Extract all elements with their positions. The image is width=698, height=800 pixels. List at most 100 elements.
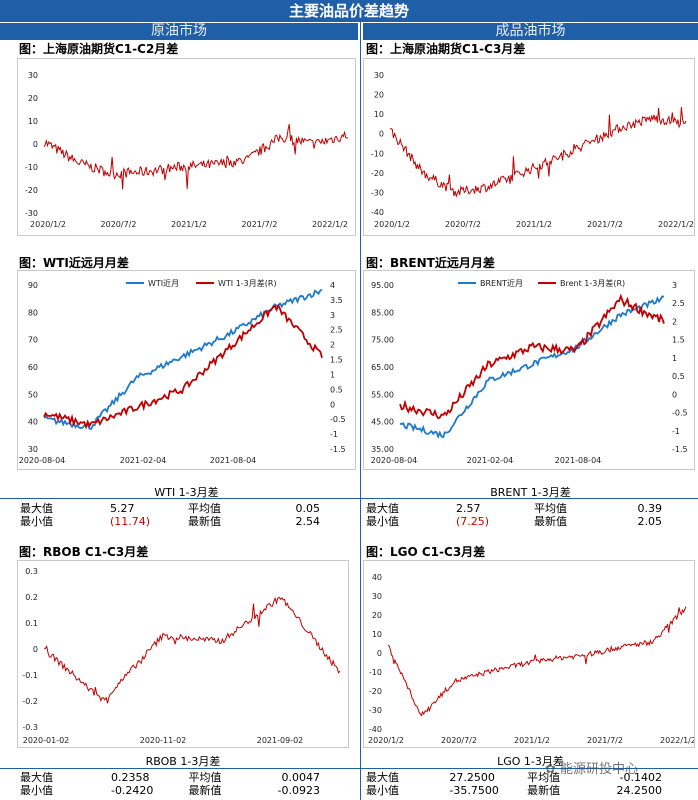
x-tick-label: 2020/7/2	[441, 736, 477, 745]
stats-title-brent: BRENT 1-3月差	[490, 486, 571, 499]
chart-title-brent: 图：BRENT近远月月差	[366, 256, 495, 270]
series-line	[387, 606, 687, 717]
stat-value: -35.7500	[449, 784, 499, 797]
y-tick-label: 20	[372, 611, 382, 620]
y-tick-label-left: 55.00	[371, 390, 394, 399]
x-tick-label: 2020-08-04	[371, 456, 418, 465]
x-tick-label: 2021/1/2	[514, 736, 550, 745]
y-tick-label: 0	[379, 130, 384, 139]
y-tick-label: -20	[25, 186, 38, 195]
y-tick-label: 0.2	[25, 593, 38, 602]
stats-row: 最大值 2.57 平均值 0.39	[366, 502, 662, 515]
y-tick-label-right: -1.5	[330, 445, 346, 454]
stat-value: 27.2500	[449, 771, 495, 784]
stat-label: 最小值	[20, 784, 53, 797]
y-tick-label-left: 75.00	[371, 336, 394, 345]
stats-table-wti: 最大值 5.27 平均值 0.05 最小值 (11.74) 最新值 2.54	[20, 502, 320, 528]
x-tick-label: 2020-08-04	[19, 456, 66, 465]
x-tick-label: 2021/7/2	[587, 220, 623, 229]
chart-panel-brent: 95.00 85.00 75.00 65.00 55.00 45.00 35.00 3 2.5 2…	[363, 270, 695, 470]
y-tick-label: -30	[369, 706, 382, 715]
y-tick-label-left: 85.00	[371, 308, 394, 317]
stat-label: 平均值	[188, 771, 222, 784]
x-tick-label: 2020/1/2	[368, 736, 404, 745]
y-tick-label-right: -0.5	[330, 415, 346, 424]
chart-title-lgo: 图：LGO C1-C3月差	[366, 545, 486, 559]
stat-label: 平均值	[534, 502, 567, 515]
y-tick-label-right: -1	[672, 427, 680, 436]
stat-value: 5.27	[110, 502, 135, 515]
stat-label: 平均值	[188, 502, 221, 515]
stat-value: 0.05	[295, 502, 321, 515]
chart-lgo: 40 30 20 10 0 -10 -20 -30 -40 2020/1/2 2020/7/2 202…	[368, 573, 694, 745]
y-tick-label: -10	[371, 149, 384, 158]
x-tick-label: 2021/7/2	[587, 736, 623, 745]
y-tick-label-right: 3	[672, 281, 677, 290]
stat-label: 平均值	[527, 771, 561, 784]
y-tick-label-right: 3	[330, 311, 335, 320]
y-tick-label-left: 35.00	[371, 445, 394, 454]
y-tick-label-right: 0	[330, 400, 335, 409]
y-tick-label-left: 40	[28, 418, 38, 427]
legend-label: WTI近月	[148, 278, 179, 288]
chart-sc-c1c2: 30 20 10 0 -10 -20 -30 2020/1/2 2020/7/2 2021/1/2…	[25, 71, 349, 229]
stat-value: 2.05	[637, 515, 663, 528]
y-tick-label: -0.3	[22, 723, 38, 732]
stats-table-rbob: 最大值 0.2358 平均值 0.0047 最小值 -0.2420 最新值 -0…	[20, 771, 320, 797]
watermark-text: 能源研投中心	[560, 762, 639, 777]
stat-value: 0.0047	[281, 771, 321, 784]
stat-label: 最新值	[188, 784, 222, 797]
x-tick-label: 2021/1/2	[516, 220, 552, 229]
stats-row: 最大值 27.2500 平均值 -0.1402	[366, 771, 662, 784]
y-tick-label-right: 0	[672, 390, 677, 399]
y-tick-label-right: 1	[672, 354, 677, 363]
y-tick-label-right: 1	[330, 370, 335, 379]
x-tick-label: 2020-11-02	[140, 736, 187, 745]
stats-table-lgo: 最大值 27.2500 平均值 -0.1402 最小值 -35.7500 最新值…	[366, 771, 662, 797]
y-tick-label-right: 4	[330, 281, 335, 290]
chart-title-wti: 图：WTI近远月月差	[19, 256, 129, 270]
x-tick-label: 2020/7/2	[101, 220, 137, 229]
chart-panel-lgo: 40 30 20 10 0 -10 -20 -30 -40 2020/1/2 2020/7/2 202…	[363, 560, 695, 748]
y-tick-label: 0	[33, 140, 38, 149]
x-tick-label: 2021-02-04	[120, 456, 167, 465]
stat-label: 最大值	[366, 502, 399, 515]
y-tick-label: -40	[371, 208, 384, 217]
y-tick-label: 20	[374, 91, 384, 100]
stats-row: 最小值 (11.74) 最新值 2.54	[20, 515, 320, 528]
y-tick-label: 0.3	[25, 567, 38, 576]
x-tick-label: 2021-09-02	[257, 736, 304, 745]
y-tick-label-right: 3.5	[330, 296, 343, 305]
stats-title-wti: WTI 1-3月差	[154, 486, 219, 499]
column-divider	[360, 22, 361, 800]
y-tick-label: 0	[377, 649, 382, 658]
y-tick-label: -20	[369, 687, 382, 696]
x-tick-label: 2020/7/2	[445, 220, 481, 229]
stat-value-negative: (7.25)	[456, 515, 490, 528]
y-tick-label-right: 0.5	[330, 385, 343, 394]
stat-label: 最大值	[366, 771, 399, 784]
stats-title-lgo: LGO 1-3月差	[497, 755, 564, 768]
x-tick-label: 2021/1/2	[171, 220, 207, 229]
stat-value: -0.0923	[277, 784, 320, 797]
stat-value: 0.2358	[110, 771, 150, 784]
separator-line	[0, 768, 698, 769]
chart-title-sc-c1c3: 图：上海原油期货C1-C3月差	[366, 42, 526, 56]
y-tick-label-right: 0.5	[672, 372, 685, 381]
y-tick-label-left: 30	[28, 445, 38, 454]
series-line-spread	[43, 303, 323, 430]
stat-label: 最新值	[534, 515, 567, 528]
page-title: 主要油品价差趋势	[0, 0, 698, 22]
y-tick-label: 10	[28, 117, 38, 126]
wechat-icon: ✿	[545, 762, 556, 777]
y-tick-label-left: 45.00	[371, 418, 394, 427]
y-tick-label: -40	[369, 725, 382, 734]
stat-value-negative: (11.74)	[110, 515, 151, 528]
chart-sc-c1c3: 30 20 10 0 -10 -20 -30 -40 2020/1/2 2020/7/2 2021/…	[371, 71, 694, 229]
chart-wti: 90 80 70 60 50 40 30 4 3.5 3 2.5 2 1.5 1 0.5 0 -0.5 -1 -1.…	[19, 278, 346, 465]
x-tick-label: 2021-08-04	[210, 456, 257, 465]
y-tick-label-right: 1.5	[672, 336, 685, 345]
y-tick-label: 30	[374, 71, 384, 80]
y-tick-label: 30	[372, 592, 382, 601]
y-tick-label: 40	[372, 573, 382, 582]
